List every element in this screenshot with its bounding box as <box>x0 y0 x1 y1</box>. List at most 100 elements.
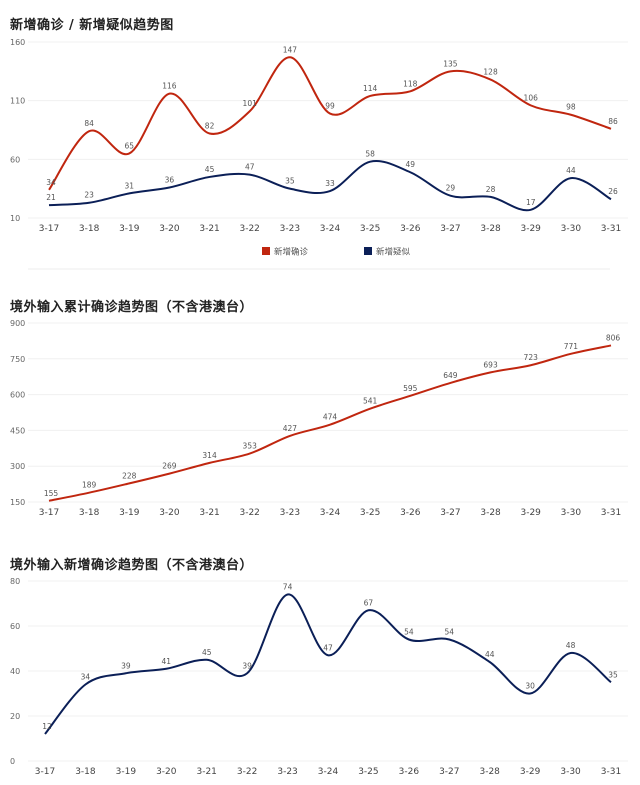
data-label: 67 <box>364 598 374 607</box>
x-tick-label: 3-29 <box>520 224 541 234</box>
x-tick-label: 3-30 <box>561 224 582 234</box>
data-label: 84 <box>84 119 94 128</box>
data-label: 36 <box>165 175 175 184</box>
x-tick-label: 3-18 <box>79 224 100 234</box>
x-tick-label: 3-26 <box>399 767 420 777</box>
data-label: 649 <box>443 371 458 380</box>
data-label: 33 <box>325 179 335 188</box>
x-tick-label: 3-22 <box>237 767 257 777</box>
y-tick-label: 750 <box>10 355 25 364</box>
data-label: 44 <box>566 166 576 175</box>
x-tick-label: 3-21 <box>199 224 219 234</box>
y-tick-label: 60 <box>10 155 20 164</box>
x-tick-label: 3-21 <box>196 767 216 777</box>
x-tick-label: 3-24 <box>320 224 341 234</box>
x-tick-label: 3-21 <box>199 508 219 518</box>
data-label: 118 <box>403 79 418 88</box>
data-label: 147 <box>283 45 298 54</box>
x-tick-label: 3-31 <box>601 508 621 518</box>
x-tick-label: 3-31 <box>601 224 621 234</box>
data-label: 189 <box>82 481 97 490</box>
x-tick-label: 3-20 <box>159 508 180 518</box>
x-tick-label: 3-18 <box>75 767 96 777</box>
data-label: 12 <box>42 722 52 731</box>
chart2-title: 境外输入累计确诊趋势图（不含港澳台） <box>10 300 254 315</box>
x-tick-label: 3-24 <box>318 767 339 777</box>
data-label: 54 <box>445 628 455 637</box>
x-tick-label: 3-29 <box>520 767 541 777</box>
x-tick-label: 3-23 <box>280 224 300 234</box>
data-label: 49 <box>406 160 416 169</box>
x-tick-label: 3-27 <box>440 508 460 518</box>
x-tick-label: 3-23 <box>277 767 297 777</box>
y-tick-label: 10 <box>10 214 20 223</box>
data-label: 47 <box>245 163 255 172</box>
data-label: 595 <box>403 384 418 393</box>
data-label: 806 <box>606 333 621 342</box>
x-tick-label: 3-25 <box>360 224 380 234</box>
x-tick-label: 3-28 <box>480 224 501 234</box>
data-label: 44 <box>485 650 495 659</box>
chart-3: 0 20 40 60 80 3-17 3-18 3-19 3-20 3-21 3-22 3-23 3-2… <box>10 577 628 777</box>
y-tick-label: 20 <box>10 712 20 721</box>
data-label: 155 <box>44 489 59 498</box>
data-label: 86 <box>608 117 618 126</box>
y-tick-label: 80 <box>10 577 20 586</box>
data-label: 269 <box>162 462 177 471</box>
data-label: 101 <box>243 99 258 108</box>
x-tick-label: 3-19 <box>119 224 140 234</box>
y-tick-label: 900 <box>10 319 25 328</box>
x-tick-label: 3-19 <box>116 767 137 777</box>
data-label: 54 <box>404 628 414 637</box>
data-label: 26 <box>608 187 618 196</box>
x-tick-label: 3-31 <box>601 767 621 777</box>
data-label: 34 <box>46 178 56 187</box>
data-label: 35 <box>285 177 295 186</box>
x-tick-label: 3-27 <box>440 224 460 234</box>
data-label: 28 <box>486 185 496 194</box>
data-label: 17 <box>526 198 536 207</box>
data-label: 106 <box>524 93 539 102</box>
x-tick-label: 3-17 <box>35 767 55 777</box>
y-tick-label: 0 <box>10 757 15 766</box>
data-label: 65 <box>125 141 135 150</box>
y-tick-label: 150 <box>10 498 25 507</box>
series-line <box>48 344 612 502</box>
x-tick-label: 3-20 <box>156 767 177 777</box>
legend-swatch <box>364 247 372 255</box>
data-label: 427 <box>283 424 298 433</box>
data-label: 771 <box>564 342 579 351</box>
data-label: 128 <box>483 68 498 77</box>
x-tick-label: 3-23 <box>280 508 300 518</box>
x-tick-label: 3-27 <box>439 767 459 777</box>
series-line <box>48 56 612 191</box>
x-tick-label: 3-18 <box>79 508 100 518</box>
x-tick-label: 3-25 <box>360 508 380 518</box>
y-tick-label: 300 <box>10 462 25 471</box>
data-label: 82 <box>205 122 215 131</box>
x-tick-label: 3-30 <box>560 767 581 777</box>
data-label: 29 <box>446 184 456 193</box>
data-label: 35 <box>608 670 618 679</box>
data-label: 353 <box>243 442 258 451</box>
data-label: 228 <box>122 471 137 480</box>
data-label: 135 <box>443 59 458 68</box>
x-tick-label: 3-20 <box>159 224 180 234</box>
legend-label: 新增疑似 <box>376 247 411 258</box>
data-label: 21 <box>46 193 56 202</box>
x-tick-label: 3-22 <box>239 224 259 234</box>
x-tick-label: 3-19 <box>119 508 140 518</box>
data-label: 74 <box>283 583 293 592</box>
data-label: 58 <box>365 150 375 159</box>
data-label: 41 <box>162 657 172 666</box>
chart3-title: 境外输入新增确诊趋势图（不含港澳台） <box>10 558 254 573</box>
data-label: 98 <box>566 103 576 112</box>
x-tick-label: 3-29 <box>520 508 541 518</box>
y-tick-label: 40 <box>10 667 20 676</box>
legend-swatch <box>262 247 270 255</box>
data-label: 45 <box>202 648 212 657</box>
data-label: 99 <box>325 102 335 111</box>
data-label: 474 <box>323 413 338 422</box>
data-label: 723 <box>524 353 539 362</box>
legend-label: 新增确诊 <box>274 247 309 258</box>
